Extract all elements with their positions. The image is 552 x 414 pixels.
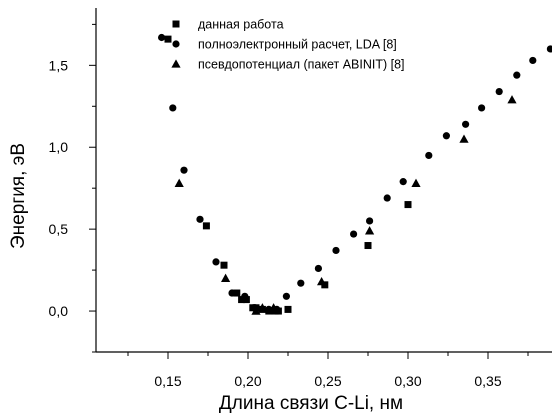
square-data-point — [202, 222, 210, 230]
circle-data-point — [366, 217, 374, 225]
circle-data-point — [196, 215, 204, 223]
x-tick-label: 0,30 — [394, 373, 421, 389]
circle-data-point — [383, 194, 391, 202]
square-data-point — [242, 296, 250, 304]
legend-label: полноэлектронный расчет, LDA [8] — [198, 38, 397, 52]
y-tick-label: 1,5 — [49, 57, 69, 73]
circle-data-point — [282, 292, 290, 300]
circle-data-point — [462, 120, 470, 128]
square-data-point — [364, 242, 372, 250]
circle-data-point — [169, 104, 177, 112]
circle-data-point — [332, 246, 340, 255]
circle-data-point — [478, 104, 486, 112]
triangle-data-point — [174, 178, 184, 187]
x-tick-label: 0,20 — [234, 373, 261, 389]
square-data-point — [238, 296, 246, 304]
circle-data-point — [158, 33, 166, 42]
x-tick-label: 0,35 — [474, 373, 501, 389]
triangle-data-point — [251, 306, 261, 315]
circle-data-point — [529, 56, 537, 65]
y-axis-title: Энергия, эВ — [8, 143, 29, 249]
triangle-data-point — [221, 273, 231, 282]
circle-data-point — [180, 166, 188, 174]
square-data-point — [164, 35, 172, 43]
square-data-point — [220, 261, 228, 269]
circle-data-point — [297, 279, 305, 287]
y-tick-label: 0,0 — [49, 303, 69, 319]
legend-triangle-icon — [171, 59, 181, 68]
triangle-data-point — [365, 226, 375, 235]
circle-data-point — [495, 87, 503, 96]
square-data-point — [233, 289, 241, 297]
legend-circle-icon — [172, 40, 180, 48]
circle-data-point — [212, 258, 220, 266]
triangle-data-point — [507, 95, 517, 104]
circle-data-point — [425, 151, 433, 160]
triangle-data-point — [269, 303, 279, 312]
triangle-data-point — [317, 276, 327, 286]
circle-data-point — [513, 71, 521, 79]
circle-data-point — [241, 292, 249, 300]
square-data-point — [404, 201, 412, 209]
circle-data-point — [350, 230, 358, 238]
circle-data-point — [546, 45, 552, 53]
triangle-data-point — [411, 178, 421, 187]
legend-square-icon — [172, 20, 180, 28]
circle-data-point — [399, 178, 407, 186]
y-tick-label: 1,0 — [49, 139, 69, 155]
triangle-data-point — [257, 303, 267, 312]
square-data-point — [284, 305, 292, 313]
circle-data-point — [442, 132, 450, 140]
circle-data-point — [314, 264, 322, 273]
x-tick-label: 0,15 — [154, 373, 181, 389]
y-tick-label: 0,5 — [49, 221, 69, 237]
legend-label: данная работа — [198, 18, 284, 32]
legend-label: псевдопотенциал (пакет ABINIT) [8] — [198, 58, 405, 72]
triangle-data-point — [459, 134, 469, 143]
x-axis-title: Длина связи C-Li, нм — [219, 393, 403, 414]
x-tick-label: 0,25 — [314, 373, 341, 389]
circle-data-point — [228, 289, 236, 297]
